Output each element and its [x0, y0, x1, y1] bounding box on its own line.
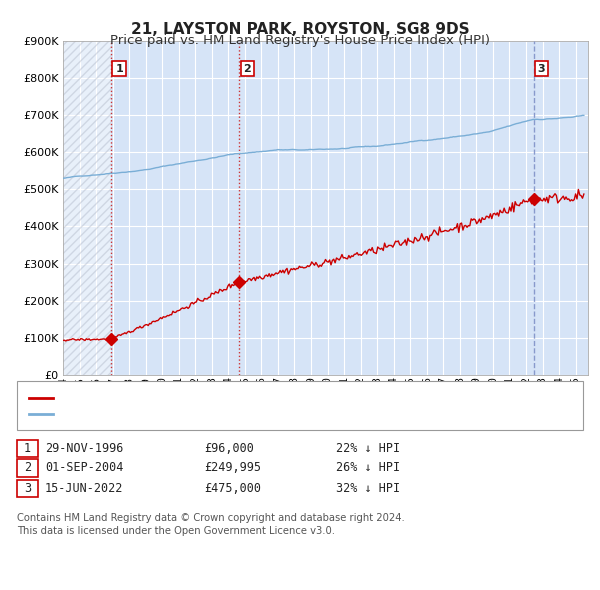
Text: £475,000: £475,000: [204, 482, 261, 495]
Text: 1: 1: [115, 64, 123, 74]
Text: Price paid vs. HM Land Registry's House Price Index (HPI): Price paid vs. HM Land Registry's House …: [110, 34, 490, 47]
Text: 29-NOV-1996: 29-NOV-1996: [45, 442, 124, 455]
Text: 2: 2: [244, 64, 251, 74]
Text: 26% ↓ HPI: 26% ↓ HPI: [336, 461, 400, 474]
Text: 22% ↓ HPI: 22% ↓ HPI: [336, 442, 400, 455]
Text: 3: 3: [24, 482, 31, 495]
Text: This data is licensed under the Open Government Licence v3.0.: This data is licensed under the Open Gov…: [17, 526, 335, 536]
Text: 21, LAYSTON PARK, ROYSTON, SG8 9DS: 21, LAYSTON PARK, ROYSTON, SG8 9DS: [131, 22, 469, 37]
Text: 2: 2: [24, 461, 31, 474]
Text: Contains HM Land Registry data © Crown copyright and database right 2024.: Contains HM Land Registry data © Crown c…: [17, 513, 404, 523]
Text: 32% ↓ HPI: 32% ↓ HPI: [336, 482, 400, 495]
Text: 1: 1: [24, 442, 31, 455]
Text: 15-JUN-2022: 15-JUN-2022: [45, 482, 124, 495]
Bar: [63, 41, 111, 375]
Text: HPI: Average price, detached house, North Hertfordshire: HPI: Average price, detached house, Nort…: [57, 407, 391, 420]
Text: £96,000: £96,000: [204, 442, 254, 455]
Text: 21, LAYSTON PARK, ROYSTON, SG8 9DS (detached house): 21, LAYSTON PARK, ROYSTON, SG8 9DS (deta…: [57, 391, 398, 404]
Text: £249,995: £249,995: [204, 461, 261, 474]
Text: 01-SEP-2004: 01-SEP-2004: [45, 461, 124, 474]
Text: 3: 3: [538, 64, 545, 74]
